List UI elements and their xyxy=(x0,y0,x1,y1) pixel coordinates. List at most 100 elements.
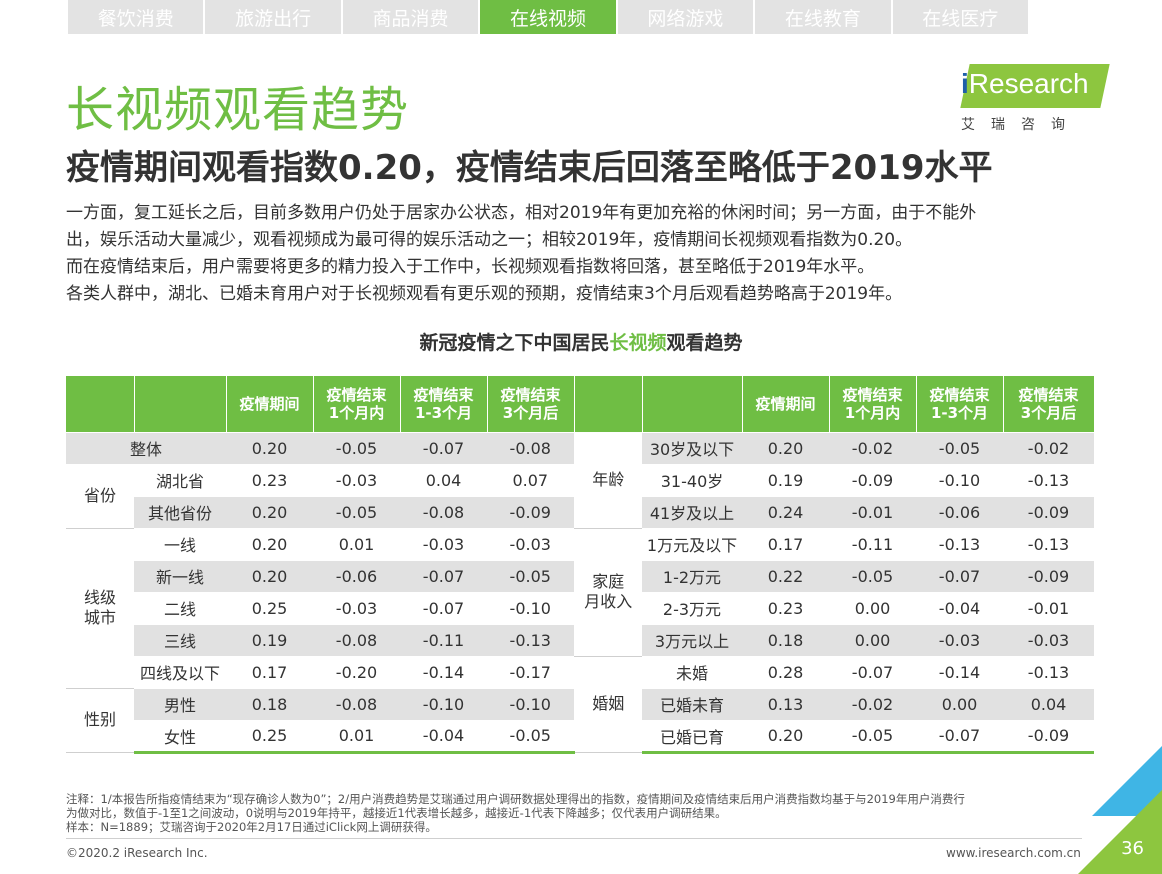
value-cell: 0.00 xyxy=(829,624,916,657)
value-cell: -0.06 xyxy=(313,560,400,593)
value-cell: -0.13 xyxy=(487,624,575,657)
footnote-line: 样本：N=1889；艾瑞咨询于2020年2月17日通过iClick网上调研获得。 xyxy=(66,820,437,834)
value-cell: -0.07 xyxy=(400,592,487,625)
row-label-overall: 整体 xyxy=(66,432,226,465)
tab-1[interactable]: 旅游出行 xyxy=(205,0,341,34)
caption-highlight: 长视频 xyxy=(609,332,667,354)
row-label: 1-2万元 xyxy=(642,560,742,593)
row-category-line: 线级 xyxy=(83,588,116,607)
column-header: 疫情结束 1-3个月 xyxy=(400,376,488,433)
corner-decoration-green xyxy=(1078,790,1162,874)
row-category-line: 月收入 xyxy=(584,592,633,611)
row-label: 其他省份 xyxy=(134,496,226,529)
value-cell: 0.19 xyxy=(742,464,829,497)
page-title: 长视频观看趋势 xyxy=(66,82,410,138)
row-label: 湖北省 xyxy=(134,464,226,497)
value-cell: -0.07 xyxy=(916,720,1003,754)
tab-0[interactable]: 餐饮消费 xyxy=(68,0,204,34)
tab-5[interactable]: 在线教育 xyxy=(755,0,891,34)
row-label: 新一线 xyxy=(134,560,226,593)
column-header-line: 疫情期间 xyxy=(755,394,816,413)
value-cell: -0.04 xyxy=(400,720,487,754)
value-cell: -0.11 xyxy=(400,624,487,657)
tab-4[interactable]: 网络游戏 xyxy=(617,0,754,34)
table-row: 其他省份 0.20 -0.05 -0.08 -0.09 41岁及以上 0.24 -0.01 -0… xyxy=(66,496,1094,529)
value-cell: 0.24 xyxy=(742,496,829,529)
value-cell: 0.18 xyxy=(226,688,313,721)
logo-subtitle: 艾瑞咨询 xyxy=(961,117,1081,133)
value-cell: -0.13 xyxy=(1003,656,1094,689)
website-link[interactable]: www.iresearch.com.cn xyxy=(946,846,1081,860)
value-cell: -0.05 xyxy=(916,432,1003,465)
value-cell: -0.02 xyxy=(829,688,916,721)
column-header-line: 1个月内 xyxy=(328,403,385,422)
value-cell: 0.23 xyxy=(742,592,829,625)
row-label: 男性 xyxy=(134,688,226,721)
column-header: 疫情结束 1个月内 xyxy=(829,376,917,433)
row-category-line: 家庭 xyxy=(592,572,625,591)
value-cell: -0.08 xyxy=(400,496,487,529)
value-cell: -0.09 xyxy=(487,496,575,529)
value-cell: -0.07 xyxy=(916,560,1003,593)
tab-6[interactable]: 在线医疗 xyxy=(892,0,1028,34)
page-subtitle: 疫情期间观看指数0.20，疫情结束后回落至略低于2019水平 xyxy=(66,148,993,188)
value-cell: 0.23 xyxy=(226,464,313,497)
column-header: 疫情结束 3个月后 xyxy=(487,376,575,433)
header-blank xyxy=(134,376,227,433)
value-cell: 0.25 xyxy=(226,592,313,625)
table-row: 性别 男性 0.18 -0.08 -0.10 -0.10 已婚未育 0.13 -0.02 0.00… xyxy=(66,688,1094,753)
value-cell: -0.09 xyxy=(1003,560,1094,593)
value-cell: -0.07 xyxy=(829,656,916,689)
table-row: 新一线 0.20 -0.06 -0.07 -0.05 1-2万元 0.22 -0.05 -0.0… xyxy=(66,560,1094,593)
tab-2[interactable]: 商品消费 xyxy=(342,0,479,34)
table-row: 线级 城市 一线 0.20 0.01 -0.03 -0.03 家庭 月收入 1万元及以下 0.17-… xyxy=(66,528,1094,689)
value-cell: 0.22 xyxy=(742,560,829,593)
value-cell: 0.00 xyxy=(916,688,1003,721)
value-cell: -0.09 xyxy=(1003,496,1094,529)
value-cell: -0.10 xyxy=(916,464,1003,497)
value-cell: -0.10 xyxy=(487,592,575,625)
table-row: 省份 湖北省 0.23 -0.03 0.04 0.07 31-40岁 0.19 -0.09 -0.… xyxy=(66,464,1094,529)
tab-3[interactable]: 在线视频 xyxy=(480,0,616,34)
value-cell: -0.02 xyxy=(1003,432,1094,465)
value-cell: -0.01 xyxy=(829,496,916,529)
paragraph-line: 出，娱乐活动大量减少，观看视频成为最可得的娱乐活动之一；相较2019年，疫情期间… xyxy=(66,230,913,250)
value-cell: 0.04 xyxy=(400,464,487,497)
value-cell: -0.10 xyxy=(487,688,575,721)
value-cell: 0.17 xyxy=(742,528,829,561)
column-header: 疫情结束 1-3个月 xyxy=(916,376,1004,433)
row-category: 性别 xyxy=(66,688,134,753)
paragraph-line: 而在疫情结束后，用户需要将更多的精力投入于工作中，长视频观看指数将回落，甚至略低… xyxy=(66,257,875,277)
row-category-label: 婚姻 xyxy=(592,694,625,713)
value-cell: -0.13 xyxy=(1003,528,1094,561)
table-caption: 新冠疫情之下中国居民长视频观看趋势 xyxy=(0,328,1162,355)
value-cell: 0.25 xyxy=(226,720,313,754)
value-cell: -0.05 xyxy=(487,720,575,754)
value-cell: -0.11 xyxy=(829,528,916,561)
row-category: 省份 xyxy=(66,464,134,529)
table-row: 四线及以下 0.17 -0.20 -0.14 -0.17 婚姻 未婚 0.28 -0.07 -0.… xyxy=(66,656,1094,753)
value-cell: -0.08 xyxy=(487,432,575,465)
row-category: 线级 城市 xyxy=(66,528,134,689)
column-header: 疫情期间 xyxy=(742,376,830,433)
category-tab-bar: 餐饮消费 旅游出行 商品消费 在线视频 网络游戏 在线教育 在线医疗 xyxy=(68,0,1028,34)
table-row: 整体 0.20 -0.05 -0.07 -0.08 年龄 30岁及以下 0.20 -0.02 -0… xyxy=(66,432,1094,529)
value-cell: -0.03 xyxy=(400,528,487,561)
row-label: 已婚已育 xyxy=(642,720,742,754)
row-category-label: 年龄 xyxy=(592,470,625,489)
footnote-line: 注释：1/本报告所指疫情结束为“现存确诊人数为0”；2/用户消费趋势是艾瑞通过用… xyxy=(66,792,965,806)
column-header-line: 疫情期间 xyxy=(239,394,300,413)
value-cell: -0.07 xyxy=(400,432,487,465)
value-cell: 0.20 xyxy=(226,432,313,465)
column-header-line: 疫情结束 xyxy=(929,385,990,404)
column-header-line: 疫情结束 xyxy=(413,385,474,404)
value-cell: -0.06 xyxy=(916,496,1003,529)
value-cell: -0.14 xyxy=(916,656,1003,689)
row-label: 31-40岁 xyxy=(642,464,742,497)
value-cell: 0.20 xyxy=(742,432,829,465)
row-category: 婚姻 xyxy=(574,656,642,753)
value-cell: -0.08 xyxy=(313,688,400,721)
row-category-label: 省份 xyxy=(83,486,116,505)
column-header: 疫情结束 3个月后 xyxy=(1003,376,1095,433)
value-cell: 0.07 xyxy=(487,464,575,497)
